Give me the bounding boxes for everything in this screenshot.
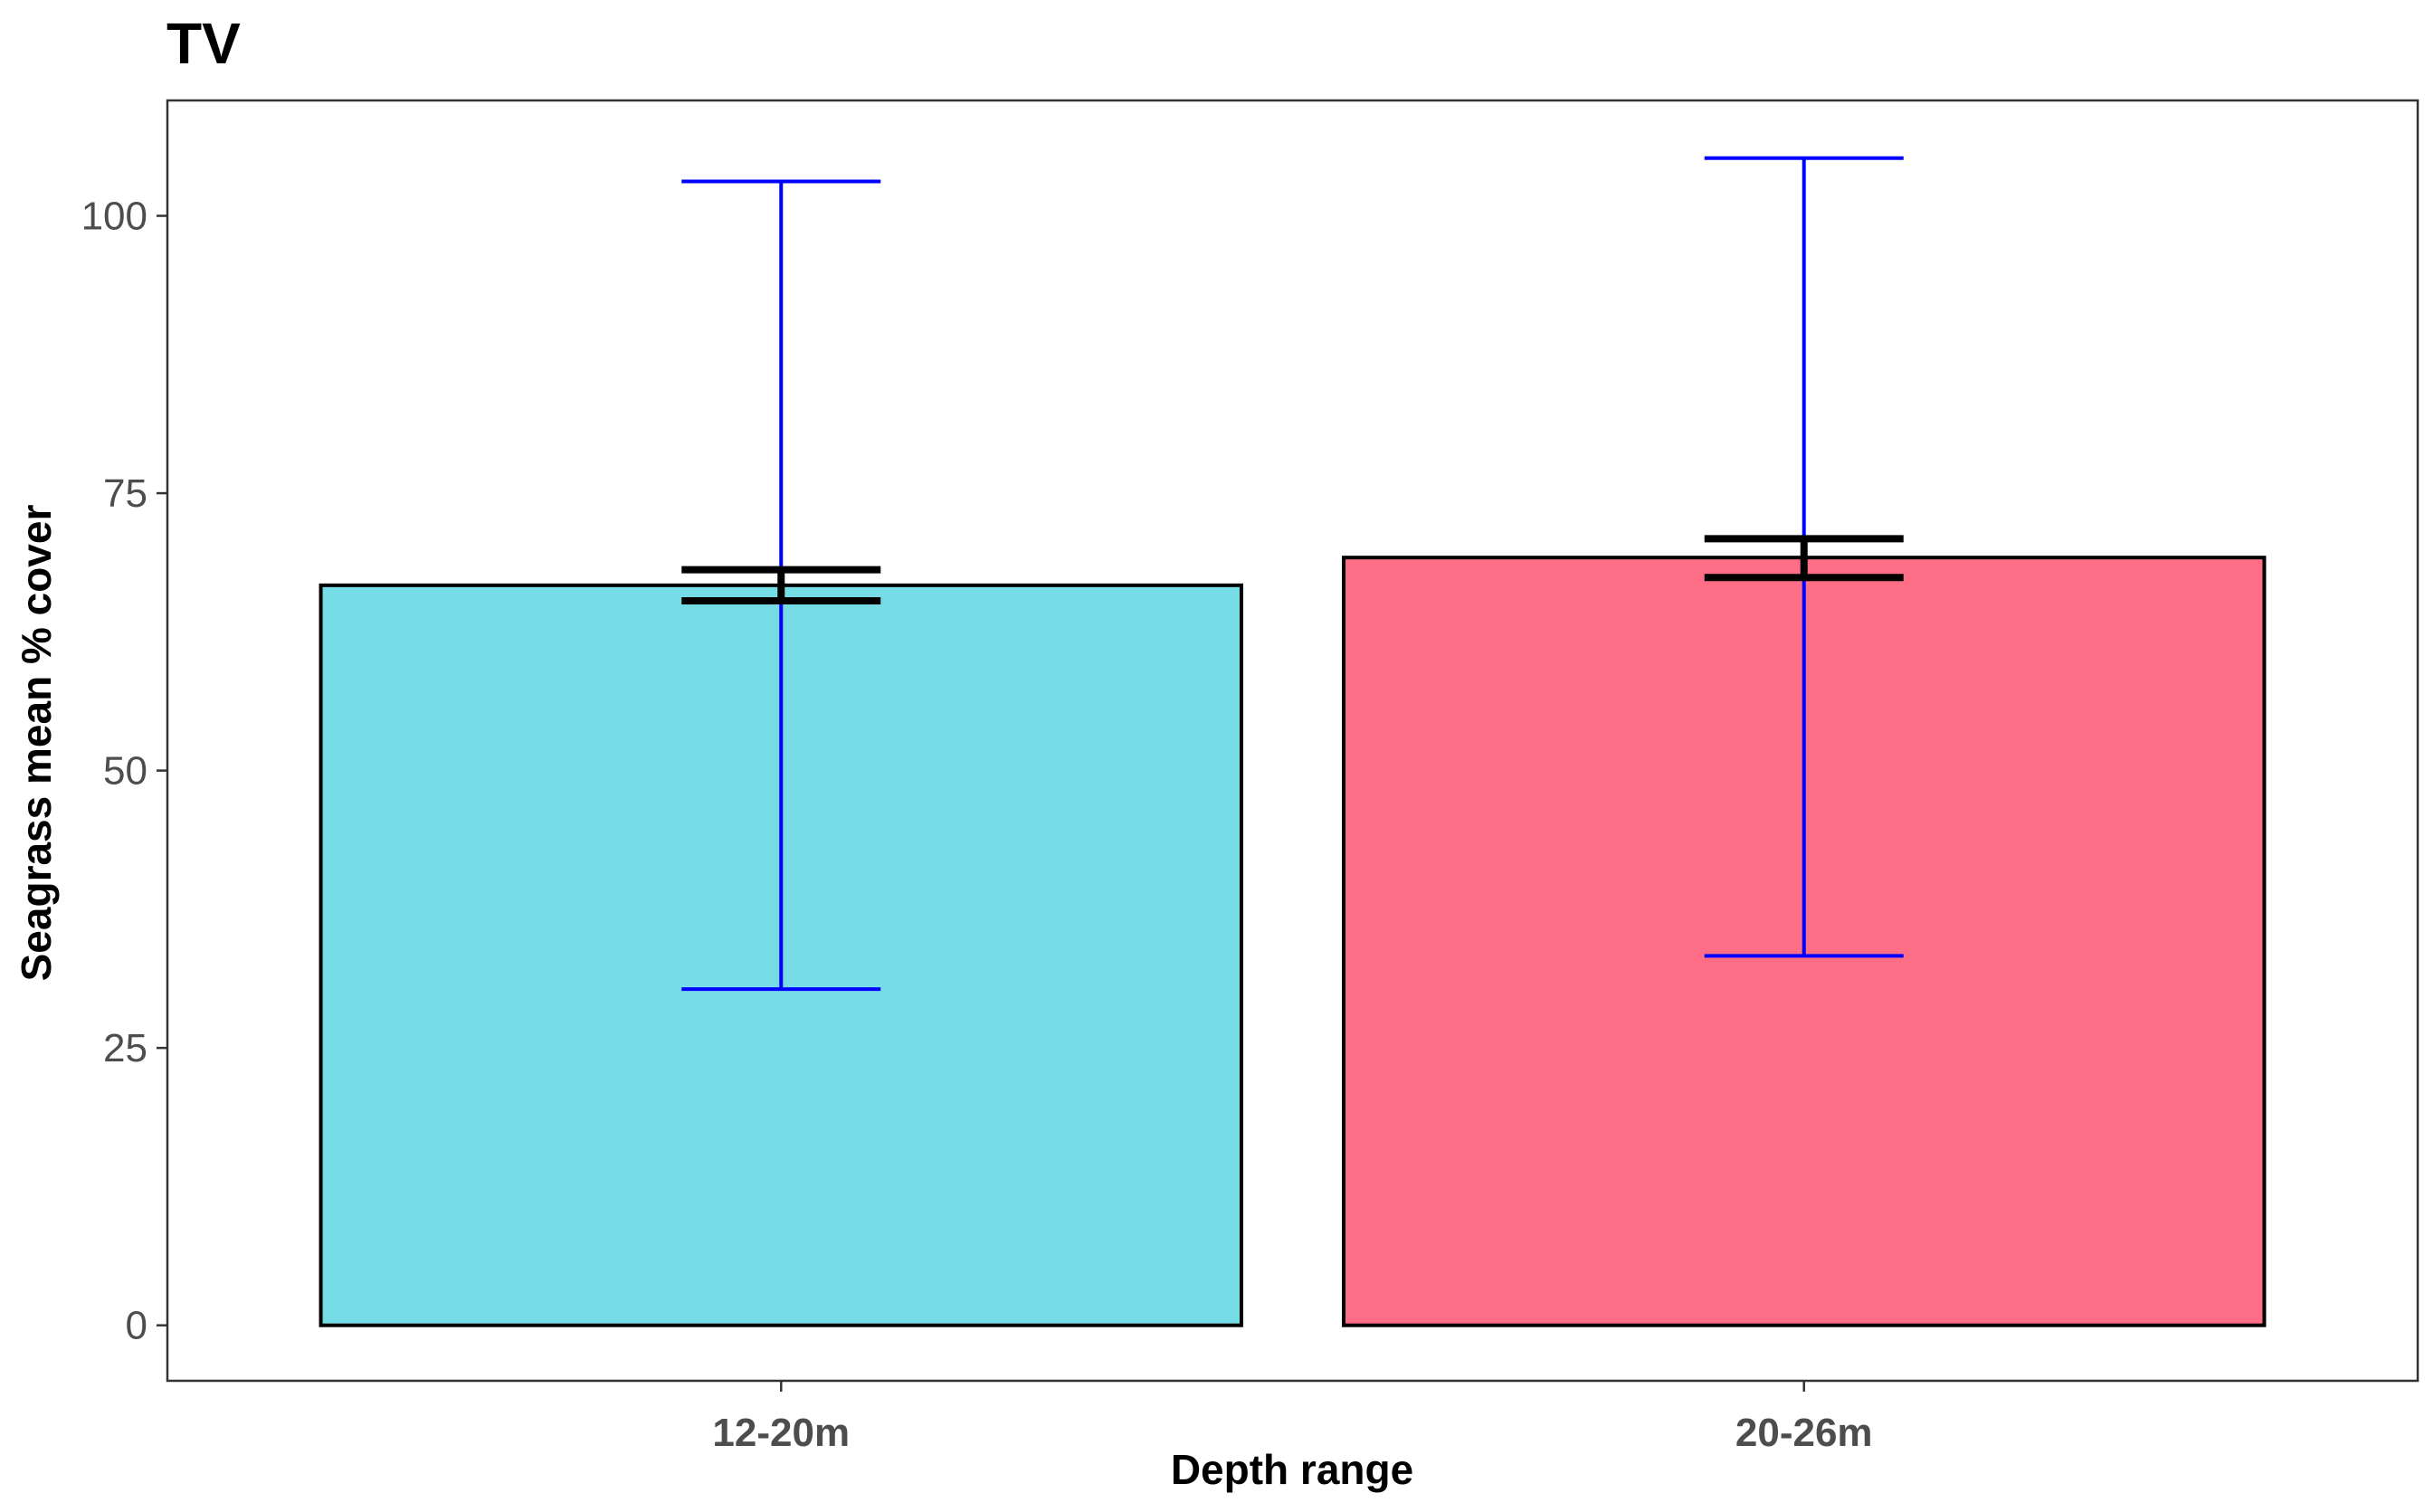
y-tick-label: 75 [103,471,147,516]
chart-title: TV [166,11,241,76]
panel-border [166,99,2420,1383]
plot-panel: 0 25 50 75 100 12-20m 20-26m [81,99,2420,1455]
x-tick-label: 12-20m [712,1411,850,1455]
y-axis-title: Seagrass mean % cover [13,505,60,982]
y-tick-label: 0 [126,1304,147,1348]
y-tick-label: 25 [103,1026,147,1070]
x-axis-title: Depth range [1171,1446,1413,1493]
x-tick-label: 20-26m [1735,1411,1873,1455]
y-tick-label: 50 [103,749,147,794]
y-tick-label: 100 [81,195,147,239]
